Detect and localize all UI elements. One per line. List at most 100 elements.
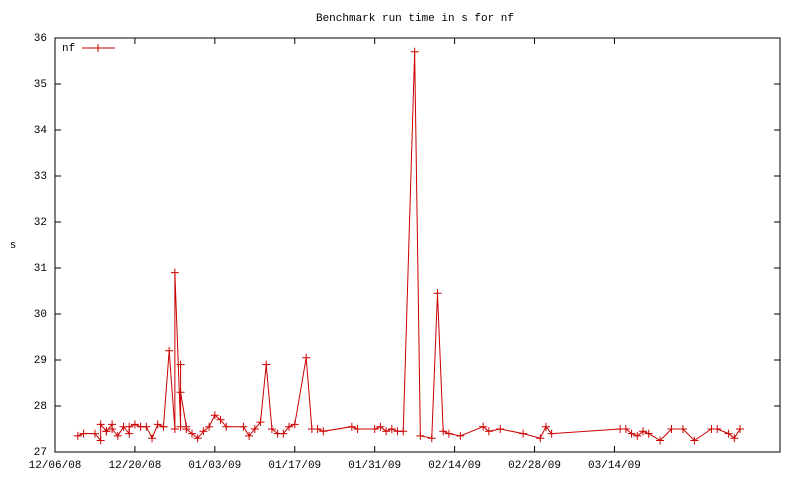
point-marker — [165, 346, 174, 355]
point-marker — [621, 425, 630, 433]
point-marker — [627, 429, 636, 438]
x-tick-label: 03/14/09 — [588, 460, 641, 472]
point-marker — [205, 422, 214, 431]
point-marker — [724, 429, 733, 438]
point-marker — [456, 431, 465, 440]
point-marker — [130, 420, 139, 429]
point-marker — [250, 425, 259, 433]
x-tick-label: 02/14/09 — [428, 460, 481, 472]
y-tick-label: 36 — [34, 33, 47, 45]
point-marker — [427, 434, 436, 443]
chart-title: Benchmark run time in s for nf — [316, 13, 514, 25]
series-line — [77, 51, 741, 442]
point-marker — [267, 425, 276, 433]
point-marker — [256, 418, 265, 427]
y-tick-label: 28 — [34, 401, 47, 413]
x-tick-label: 12/06/08 — [29, 460, 82, 472]
point-marker — [108, 425, 117, 433]
point-marker — [125, 422, 134, 431]
point-marker — [210, 411, 219, 420]
point-marker — [667, 425, 676, 433]
point-marker — [433, 289, 442, 298]
y-tick-label: 34 — [34, 125, 48, 137]
point-marker — [690, 436, 699, 445]
point-marker — [736, 425, 745, 433]
point-marker — [193, 434, 202, 443]
point-marker — [387, 425, 396, 433]
point-marker — [96, 436, 105, 445]
point-marker — [73, 431, 82, 440]
point-marker — [222, 422, 231, 431]
point-marker — [216, 415, 225, 424]
point-marker — [439, 427, 448, 436]
point-marker — [148, 434, 157, 443]
x-tick-label: 01/17/09 — [268, 460, 321, 472]
point-marker — [656, 436, 665, 445]
point-marker — [142, 422, 151, 431]
point-marker — [90, 429, 99, 438]
x-tick-label: 12/20/08 — [109, 460, 162, 472]
point-marker — [370, 425, 379, 433]
point-marker — [319, 427, 328, 436]
point-marker — [239, 422, 248, 431]
point-marker — [730, 434, 739, 443]
point-marker — [678, 425, 687, 433]
point-marker — [547, 429, 556, 438]
y-tick-label: 32 — [34, 217, 47, 229]
point-marker — [153, 420, 162, 429]
point-marker — [633, 431, 642, 440]
point-marker — [479, 422, 488, 431]
y-axis-label: s — [10, 240, 17, 252]
point-marker — [170, 268, 179, 277]
point-marker — [262, 360, 271, 369]
point-marker — [79, 429, 88, 438]
point-marker — [484, 427, 493, 436]
point-marker — [199, 427, 208, 436]
y-tick-label: 33 — [34, 171, 47, 183]
point-marker — [496, 425, 505, 433]
point-marker — [290, 420, 299, 429]
y-tick-label: 35 — [34, 79, 47, 91]
point-marker — [285, 422, 294, 431]
y-tick-label: 31 — [34, 263, 48, 275]
point-marker — [519, 429, 528, 438]
legend-label: nf — [62, 43, 75, 55]
point-marker — [113, 431, 122, 440]
point-marker — [410, 47, 419, 56]
point-marker — [353, 425, 362, 433]
point-marker — [638, 427, 647, 436]
point-marker — [416, 431, 425, 440]
y-tick-label: 27 — [34, 447, 47, 459]
point-marker — [125, 429, 134, 438]
point-marker — [279, 429, 288, 438]
y-tick-label: 29 — [34, 355, 47, 367]
point-marker — [182, 425, 191, 433]
point-marker — [170, 425, 179, 433]
x-tick-label: 01/31/09 — [348, 460, 401, 472]
point-marker — [176, 360, 185, 369]
point-marker — [713, 425, 722, 433]
point-marker — [444, 429, 453, 438]
point-marker — [382, 427, 391, 436]
point-marker — [96, 420, 105, 429]
point-marker — [376, 422, 385, 431]
point-marker — [302, 353, 311, 362]
x-tick-label: 01/03/09 — [188, 460, 241, 472]
x-tick-label: 02/28/09 — [508, 460, 561, 472]
point-marker — [536, 434, 545, 443]
point-marker — [188, 429, 197, 438]
point-marker — [313, 425, 322, 433]
plot-frame — [54, 37, 781, 453]
point-marker — [102, 427, 111, 436]
legend-marker — [94, 44, 102, 52]
y-tick-label: 30 — [34, 309, 47, 321]
point-marker — [159, 422, 168, 431]
point-marker — [347, 422, 356, 431]
point-marker — [245, 431, 254, 440]
point-marker — [176, 388, 185, 397]
point-marker — [399, 427, 408, 436]
point-marker — [541, 422, 550, 431]
point-marker — [644, 429, 653, 438]
